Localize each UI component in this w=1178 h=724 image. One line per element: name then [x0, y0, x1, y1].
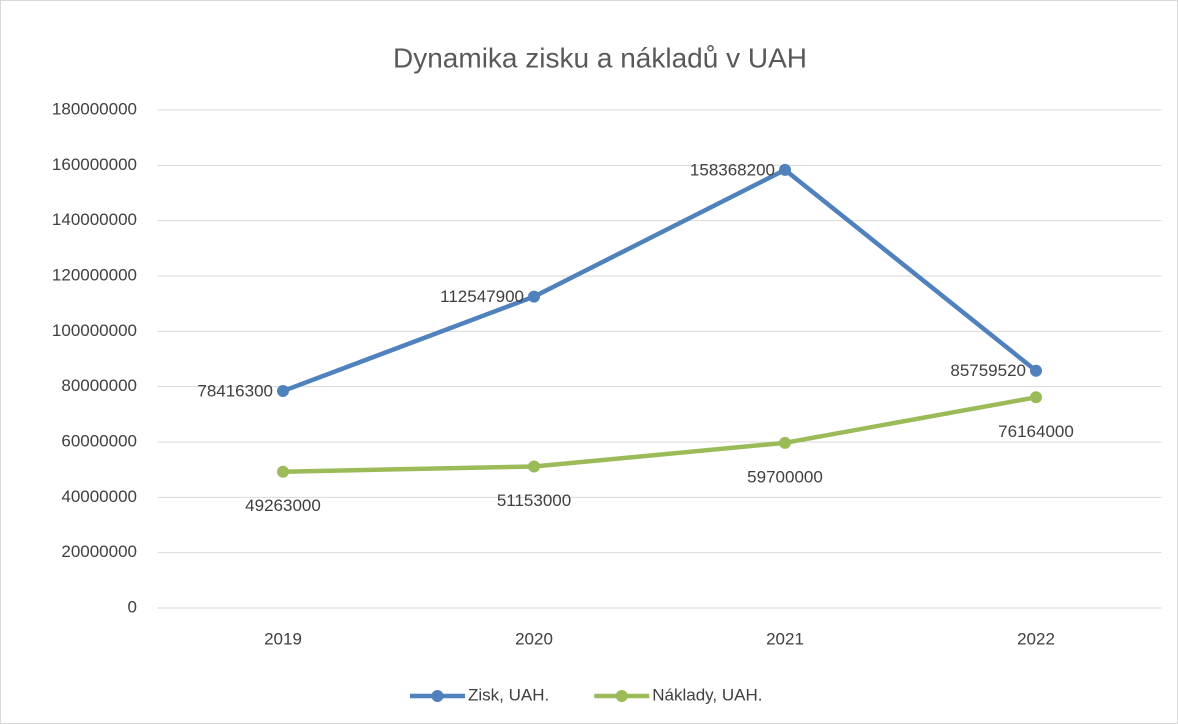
data-label: 112547900	[440, 287, 524, 306]
y-tick-label: 180000000	[52, 99, 137, 118]
y-tick-label: 40000000	[61, 487, 137, 506]
x-tick-label: 2020	[515, 629, 553, 648]
x-tick-label: 2021	[766, 629, 804, 648]
data-point	[528, 460, 540, 473]
legend-label: Náklady, UAH.	[652, 685, 762, 704]
y-tick-label: 20000000	[61, 542, 137, 561]
legend-label: Zisk, UAH.	[468, 685, 549, 704]
y-tick-label: 120000000	[52, 265, 137, 284]
y-tick-label: 0	[128, 597, 137, 616]
data-label: 158368200	[690, 160, 775, 179]
data-label: 78416300	[197, 382, 273, 401]
data-point	[277, 465, 289, 478]
data-point	[528, 290, 540, 303]
legend-marker	[615, 690, 628, 702]
y-tick-label: 160000000	[52, 155, 137, 174]
legend-marker	[431, 690, 444, 702]
data-point	[1030, 364, 1042, 377]
y-tick-label: 80000000	[61, 376, 137, 395]
data-label: 85759520	[950, 361, 1026, 380]
x-tick-label: 2022	[1017, 629, 1055, 648]
data-label: 76164000	[998, 422, 1074, 441]
series-line	[282, 395, 1037, 474]
x-tick-label: 2019	[264, 629, 302, 648]
y-tick-label: 100000000	[52, 321, 137, 340]
data-label: 59700000	[747, 467, 823, 486]
series-line	[282, 167, 1038, 394]
data-point	[277, 385, 289, 398]
data-label: 51153000	[497, 491, 571, 510]
data-label: 49263000	[245, 496, 321, 515]
chart-title: Dynamika zisku a nákladů v UAH	[393, 42, 807, 73]
data-point	[1030, 391, 1042, 404]
data-point	[779, 163, 791, 176]
y-tick-label: 60000000	[61, 431, 137, 450]
y-tick-label: 140000000	[52, 210, 137, 229]
data-point	[779, 436, 791, 449]
